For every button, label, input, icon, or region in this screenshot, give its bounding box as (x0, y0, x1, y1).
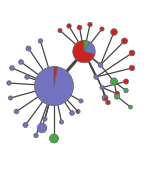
Wedge shape (105, 95, 107, 98)
Circle shape (34, 133, 38, 138)
Circle shape (7, 81, 11, 85)
Circle shape (59, 120, 64, 124)
Circle shape (114, 94, 120, 99)
Wedge shape (84, 42, 95, 54)
Circle shape (129, 105, 132, 109)
Wedge shape (102, 95, 105, 100)
Circle shape (25, 75, 29, 79)
Wedge shape (78, 109, 80, 114)
Circle shape (106, 100, 110, 105)
Circle shape (94, 75, 98, 79)
Wedge shape (34, 67, 74, 106)
Circle shape (70, 111, 74, 115)
Circle shape (37, 123, 47, 133)
Circle shape (23, 122, 28, 128)
Circle shape (79, 99, 83, 103)
Circle shape (10, 66, 14, 70)
Circle shape (98, 63, 103, 67)
Wedge shape (103, 96, 108, 101)
Circle shape (124, 88, 128, 93)
Circle shape (110, 78, 118, 85)
Circle shape (123, 79, 129, 84)
Circle shape (38, 39, 43, 43)
Circle shape (88, 22, 92, 27)
Wedge shape (76, 109, 78, 114)
Wedge shape (73, 40, 95, 63)
Wedge shape (54, 67, 58, 86)
Circle shape (115, 91, 119, 96)
Circle shape (67, 24, 71, 28)
Circle shape (43, 117, 47, 121)
Circle shape (77, 25, 82, 30)
Circle shape (100, 27, 104, 31)
Circle shape (58, 28, 62, 33)
Circle shape (19, 60, 23, 64)
Circle shape (122, 38, 128, 44)
Circle shape (129, 50, 135, 56)
Circle shape (26, 46, 31, 51)
Circle shape (50, 134, 58, 143)
Circle shape (100, 85, 104, 90)
Circle shape (8, 96, 13, 100)
Circle shape (129, 65, 135, 71)
Wedge shape (84, 40, 89, 51)
Circle shape (14, 109, 19, 114)
Circle shape (111, 29, 117, 35)
